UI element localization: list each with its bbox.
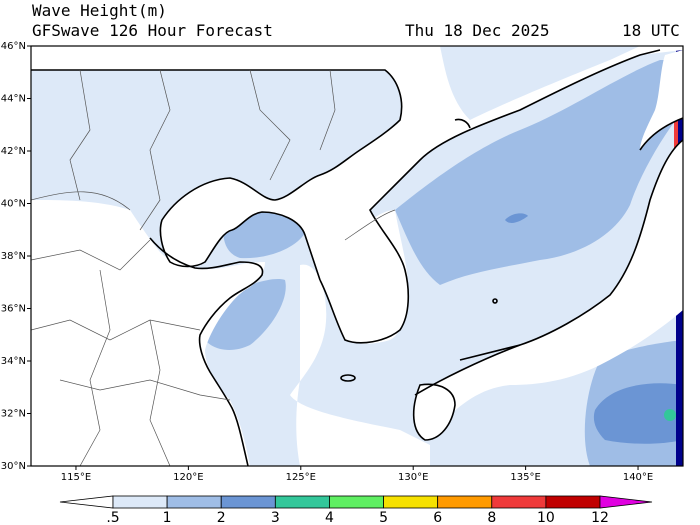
lon-tick-label: 125°E <box>286 472 316 483</box>
colorbar-label: 2 <box>217 510 226 525</box>
lon-tick-label: 130°E <box>398 472 428 483</box>
colorbar: .5 1 2 3 4 5 6 8 10 12 <box>59 495 653 525</box>
colorbar-label: 5 <box>379 510 388 525</box>
korea-peninsula <box>330 210 409 344</box>
lat-tick-label: 34°N <box>1 356 26 367</box>
forecast-date: Thu 18 Dec 2025 <box>405 21 550 40</box>
colorbar-label: .5 <box>106 510 119 525</box>
lon-tick-label: 135°E <box>510 472 540 483</box>
calm-sea-region <box>290 264 430 466</box>
lon-tick-label: 115°E <box>61 472 91 483</box>
lat-tick-label: 38°N <box>1 251 26 262</box>
pacific-high-wave-zone <box>593 383 683 444</box>
admin-borders <box>31 69 396 466</box>
lat-tick-label: 40°N <box>1 199 26 210</box>
forecast-hour: 18 UTC <box>622 21 680 40</box>
colorbar-high-arrow <box>599 495 653 509</box>
colorbar-segment <box>274 495 330 509</box>
colorbar-segment <box>383 495 439 509</box>
colorbar-segment <box>220 495 276 509</box>
lat-tick-label: 36°N <box>1 304 26 315</box>
hokkaido <box>640 50 683 150</box>
colorbar-label: 8 <box>487 510 496 525</box>
colorbar-low-arrow <box>59 495 114 509</box>
japan-sea-peak <box>505 213 528 223</box>
coastlines <box>31 49 683 466</box>
japan-sea-wave-zone <box>395 60 683 285</box>
lat-tick-label: 44°N <box>1 94 26 105</box>
japan-honshu <box>415 140 683 424</box>
colorbar-segment <box>437 495 493 509</box>
colorbar-segment <box>491 495 547 509</box>
colorbar-label: 12 <box>591 510 609 525</box>
lat-tick-label: 46°N <box>1 41 26 52</box>
lat-tick-label: 42°N <box>1 146 26 157</box>
colorbar-label: 10 <box>537 510 555 525</box>
lat-tick-label: 30°N <box>1 461 26 472</box>
map-area <box>31 46 683 466</box>
lat-tick-label: 32°N <box>1 409 26 420</box>
kyushu <box>413 384 455 440</box>
colorbar-label: 3 <box>271 510 280 525</box>
colorbar-label: 1 <box>163 510 172 525</box>
colorbar-label: 4 <box>325 510 334 525</box>
axis-labels: 115°E 120°E 125°E 130°E 135°E 140°E 30°N 32°N 34… <box>1 41 653 483</box>
map-title-text: Wave Height(m) <box>32 1 167 20</box>
lon-tick-label: 120°E <box>173 472 203 483</box>
pacific-wave-peak <box>664 409 676 421</box>
colorbar-segment <box>112 495 168 509</box>
colorbar-segment <box>166 495 222 509</box>
northeast-asia-land <box>31 46 683 342</box>
colorbar-segment <box>329 495 384 509</box>
yellow-sea-wave-zone <box>200 279 286 350</box>
model-forecast-label: GFSwave 126 Hour Forecast <box>32 21 273 40</box>
colorbar-label: 6 <box>433 510 442 525</box>
lon-tick-label: 140°E <box>623 472 653 483</box>
colorbar-segment <box>545 495 601 509</box>
